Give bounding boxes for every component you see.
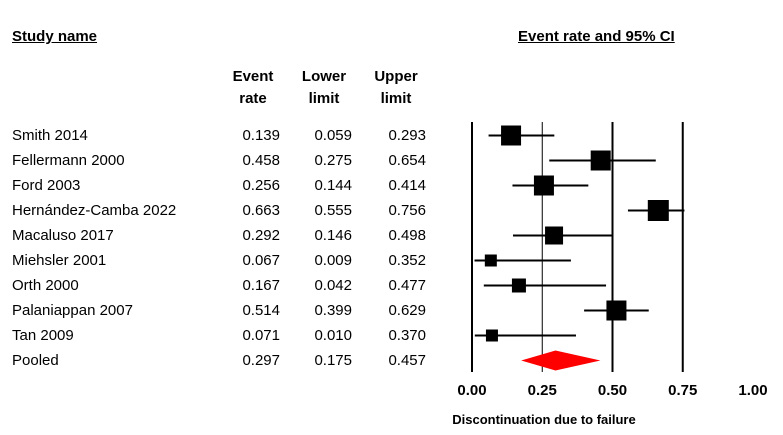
study-name-cell: Hernández-Camba 2022 — [12, 202, 177, 219]
event-rate-cell: 0.458 — [242, 152, 280, 169]
point-estimate-marker — [501, 125, 522, 146]
study-name-cell: Macaluso 2017 — [12, 227, 114, 244]
point-estimate-marker — [533, 175, 554, 196]
upper-limit-header: Upper limit — [366, 66, 426, 110]
study-name-cell: Ford 2003 — [12, 177, 81, 194]
lower-limit-cell: 0.010 — [314, 327, 352, 344]
lower-limit-cell: 0.399 — [314, 302, 352, 319]
point-estimate-marker — [590, 150, 611, 171]
lower-limit-header-line1: Lower — [301, 68, 347, 85]
event-rate-cell: 0.139 — [242, 127, 280, 144]
upper-limit-cell: 0.457 — [388, 352, 426, 369]
study-name-header: Study name — [12, 28, 98, 45]
event-rate-cell: 0.256 — [242, 177, 280, 194]
upper-limit-header-line1: Upper — [374, 68, 418, 85]
x-tick-label: 0.00 — [457, 382, 486, 399]
point-estimate-marker — [545, 226, 564, 245]
event-rate-cell: 0.167 — [242, 277, 280, 294]
x-tick-label: 1.00 — [738, 382, 767, 399]
lower-limit-cell: 0.059 — [314, 127, 352, 144]
upper-limit-cell: 0.370 — [388, 327, 426, 344]
event-rate-cell: 0.514 — [242, 302, 280, 319]
lower-limit-cell: 0.009 — [314, 252, 352, 269]
event-rate-header: Event rate — [226, 66, 280, 110]
point-estimate-marker — [511, 278, 526, 293]
study-name-cell: Pooled — [12, 352, 59, 369]
upper-limit-cell: 0.756 — [388, 202, 426, 219]
event-rate-header-line1: Event — [232, 68, 274, 85]
study-name-cell: Miehsler 2001 — [12, 252, 107, 269]
x-tick-label: 0.50 — [598, 382, 627, 399]
lower-limit-cell: 0.555 — [314, 202, 352, 219]
point-estimate-marker — [606, 300, 627, 321]
upper-limit-cell: 0.293 — [388, 127, 426, 144]
lower-limit-cell: 0.275 — [314, 152, 352, 169]
event-rate-cell: 0.663 — [242, 202, 280, 219]
upper-limit-cell: 0.654 — [388, 152, 426, 169]
x-tick-label: 0.75 — [668, 382, 697, 399]
upper-limit-cell: 0.477 — [388, 277, 426, 294]
plot-title: Event rate and 95% CI — [518, 28, 675, 45]
upper-limit-cell: 0.414 — [388, 177, 426, 194]
event-rate-cell: 0.297 — [242, 352, 280, 369]
lower-limit-header: Lower limit — [294, 66, 354, 110]
upper-limit-cell: 0.352 — [388, 252, 426, 269]
upper-limit-header-line2: limit — [380, 90, 412, 107]
event-rate-cell: 0.067 — [242, 252, 280, 269]
study-name-cell: Fellermann 2000 — [12, 152, 125, 169]
point-estimate-marker — [485, 329, 498, 342]
lower-limit-header-line2: limit — [308, 90, 340, 107]
point-estimate-marker — [647, 200, 669, 221]
x-tick-label: 0.25 — [528, 382, 557, 399]
study-name-cell: Tan 2009 — [12, 327, 74, 344]
study-name-cell: Orth 2000 — [12, 277, 79, 294]
x-axis-title: Discontinuation due to failure — [452, 412, 635, 427]
pooled-diamond — [521, 350, 601, 371]
upper-limit-cell: 0.498 — [388, 227, 426, 244]
study-name-cell: Palaniappan 2007 — [12, 302, 133, 319]
event-rate-cell: 0.071 — [242, 327, 280, 344]
lower-limit-cell: 0.042 — [314, 277, 352, 294]
lower-limit-cell: 0.146 — [314, 227, 352, 244]
study-name-cell: Smith 2014 — [12, 127, 88, 144]
lower-limit-cell: 0.144 — [314, 177, 352, 194]
upper-limit-cell: 0.629 — [388, 302, 426, 319]
event-rate-cell: 0.292 — [242, 227, 280, 244]
lower-limit-cell: 0.175 — [314, 352, 352, 369]
event-rate-header-line2: rate — [239, 90, 267, 107]
point-estimate-marker — [484, 254, 497, 267]
